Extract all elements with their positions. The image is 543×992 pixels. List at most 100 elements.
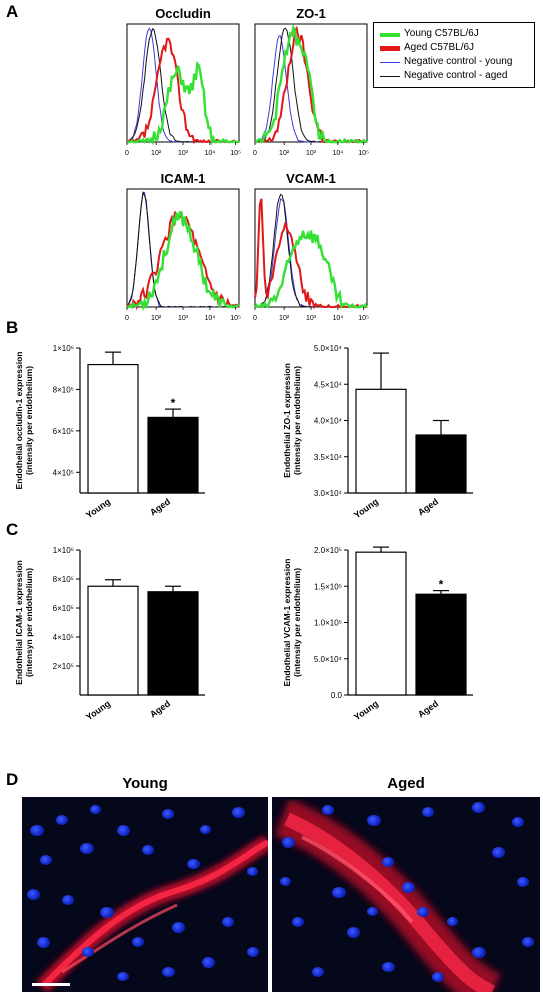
nucleus xyxy=(522,937,534,947)
histogram-icam-1: ICAM-1 0 10² 10³ 10⁴ 10⁵ xyxy=(125,171,241,320)
micrograph-title-aged: Aged xyxy=(387,775,425,792)
legend-label-young: Young C57BL/6J xyxy=(404,28,479,39)
x-category-label: Aged xyxy=(416,496,440,517)
y-axis-label-sub: (intensity per endothelium) xyxy=(292,366,302,475)
nucleus xyxy=(117,972,129,981)
bar-chart-zo1: 3.0×10⁴ 3.5×10⁴ 4.0×10⁴ 4.5×10⁴ 5.0×10⁴ Endot… xyxy=(282,344,473,520)
nucleus xyxy=(27,889,40,900)
y-tick-label: 1×10⁶ xyxy=(53,546,74,555)
y-tick-label: 3.5×10⁴ xyxy=(314,453,343,462)
significance-marker: * xyxy=(439,578,444,592)
x-category-label: Young xyxy=(84,496,112,520)
y-axis-label-sub: (intensity per endothelium) xyxy=(292,568,302,677)
x-tick-label: 10⁴ xyxy=(332,315,343,320)
nucleus xyxy=(512,817,524,827)
y-tick-label: 4×10⁵ xyxy=(53,468,74,477)
nucleus xyxy=(402,882,415,893)
x-tick-label: 10² xyxy=(151,150,162,157)
y-tick-label: 5.0×10⁴ xyxy=(314,655,343,664)
x-tick-label: 10³ xyxy=(178,150,189,157)
legend-item-neg-young: Negative control - young xyxy=(380,56,530,69)
panel-label-a: A xyxy=(6,2,19,21)
nucleus xyxy=(62,895,74,905)
nucleus xyxy=(247,867,258,876)
nucleus xyxy=(172,922,185,933)
nucleus xyxy=(132,937,144,947)
bar-charts: 4×10⁵ 6×10⁵ 8×10⁵ 1×10⁶ Endothelial occludin… xyxy=(14,344,473,722)
histogram-frame xyxy=(254,188,368,308)
nucleus xyxy=(200,825,211,834)
legend-item-young: Young C57BL/6J xyxy=(380,28,530,41)
x-tick-label: 10⁴ xyxy=(204,150,215,157)
nucleus xyxy=(142,845,154,855)
x-category-label: Aged xyxy=(416,698,440,719)
nucleus xyxy=(247,947,259,957)
y-tick-label: 1×10⁶ xyxy=(53,344,74,353)
legend-swatch-aged xyxy=(380,46,400,51)
y-tick-label: 4.0×10⁴ xyxy=(314,417,343,426)
y-axis-label-sub: (intensyn per endothelium) xyxy=(24,568,34,677)
nucleus xyxy=(280,877,291,886)
x-tick-label: 10² xyxy=(151,315,162,320)
curve-young xyxy=(127,60,240,146)
nucleus xyxy=(40,855,52,865)
x-tick-label: 10⁴ xyxy=(332,150,343,157)
nucleus xyxy=(432,972,444,982)
x-category-label: Young xyxy=(352,698,380,722)
x-tick-label: 10³ xyxy=(306,315,317,320)
x-tick-label: 10² xyxy=(279,315,290,320)
nucleus xyxy=(422,807,434,817)
x-tick-label: 10⁵ xyxy=(230,315,241,320)
nucleus xyxy=(312,967,324,977)
x-tick-label: 10⁵ xyxy=(230,150,241,157)
micrograph-aged xyxy=(272,797,540,992)
panel-label-b: B xyxy=(6,318,19,337)
bar-young xyxy=(87,363,139,494)
nucleus xyxy=(367,907,378,916)
panel-label-d: D xyxy=(6,770,19,789)
micrograph-young xyxy=(22,797,268,992)
nucleus xyxy=(382,857,394,867)
x-tick-label: 10³ xyxy=(178,315,189,320)
x-tick-label: 10² xyxy=(279,150,290,157)
micrograph-title-young: Young xyxy=(122,775,168,792)
significance-marker: * xyxy=(171,396,176,410)
nucleus xyxy=(322,805,334,815)
nucleus xyxy=(37,937,50,948)
bar-chart-icam: 2×10⁵ 4×10⁵ 6×10⁵ 8×10⁵ 1×10⁶ Endothelial ICA… xyxy=(14,546,205,722)
nucleus xyxy=(90,805,101,814)
panel-label-c: C xyxy=(6,520,19,539)
bar-young xyxy=(355,551,407,696)
legend-swatch-neg-aged xyxy=(380,76,400,77)
y-axis-label: Endothelial ICAM-1 expression xyxy=(14,560,24,685)
bar-chart-occludin: 4×10⁵ 6×10⁵ 8×10⁵ 1×10⁶ Endothelial occludin… xyxy=(14,344,205,520)
nucleus xyxy=(30,825,44,836)
vessel-young xyxy=(36,835,268,992)
curve-aged xyxy=(254,198,368,310)
x-category-label: Young xyxy=(352,496,380,520)
legend-swatch-young xyxy=(380,33,400,37)
y-tick-label: 6×10⁵ xyxy=(53,604,74,613)
bar-aged xyxy=(147,416,199,494)
y-tick-label: 8×10⁵ xyxy=(53,575,74,584)
y-tick-label: 8×10⁵ xyxy=(53,385,74,394)
x-category-label: Young xyxy=(84,698,112,722)
bar-chart-vcam: 0.0 5.0×10⁴ 1.0×10⁵ 1.5×10⁵ 2.0×10⁵ Endotheli… xyxy=(282,546,473,722)
x-category-label: Aged xyxy=(148,496,172,517)
y-axis-label: Endothelial VCAM-1 expression xyxy=(282,559,292,687)
curve-neg-young xyxy=(254,198,368,308)
x-tick-label: 0 xyxy=(253,315,257,320)
y-tick-label: 2×10⁵ xyxy=(53,662,74,671)
legend-label-aged: Aged C57BL/6J xyxy=(404,42,475,53)
curve-young xyxy=(254,230,368,310)
nucleus xyxy=(100,907,114,918)
curve-neg-aged xyxy=(254,193,367,308)
y-tick-label: 2.0×10⁵ xyxy=(314,546,342,555)
histogram-occludin: Occludin 0 10² 10³ 10⁴ 10⁵ xyxy=(125,6,241,157)
nucleus xyxy=(82,947,94,957)
bar-aged xyxy=(415,434,467,494)
nucleus xyxy=(162,809,174,819)
nucleus xyxy=(382,962,395,972)
x-category-label: Aged xyxy=(148,698,172,719)
